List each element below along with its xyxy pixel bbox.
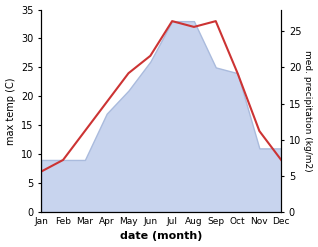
Y-axis label: med. precipitation (kg/m2): med. precipitation (kg/m2) [303, 50, 313, 172]
Y-axis label: max temp (C): max temp (C) [5, 77, 16, 144]
X-axis label: date (month): date (month) [120, 231, 203, 242]
